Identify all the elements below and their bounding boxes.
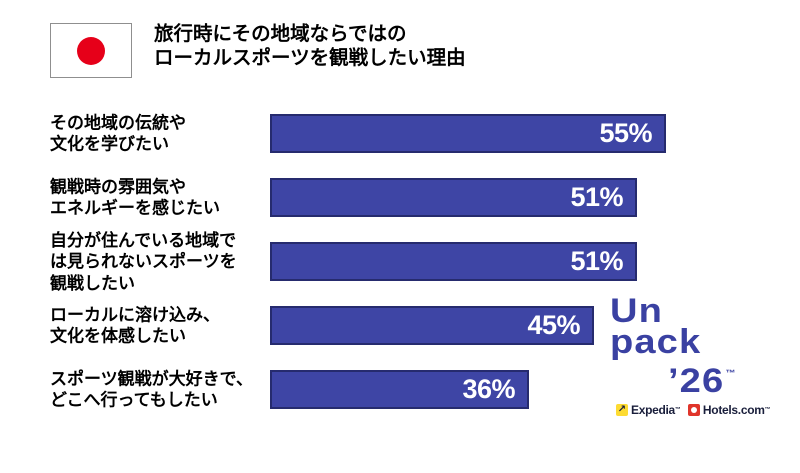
expedia-trademark: ™: [674, 406, 681, 413]
logo-line-pack: pack: [610, 323, 702, 361]
flag-red-circle: [77, 36, 105, 65]
hotels-com-wordmark: Hotels.com: [702, 402, 765, 417]
bar: 55%: [270, 114, 666, 153]
unpack-26-logo: Un pack ’26™: [610, 292, 736, 400]
category-label: 観戦時の雰囲気や エネルギーを感じたい: [50, 177, 220, 218]
category-label: ローカルに溶け込み、 文化を体感したい: [50, 305, 220, 346]
expedia-wordmark: Expedia: [631, 402, 675, 417]
logo-line-un: Un: [610, 292, 664, 330]
chart-title: 旅行時にその地域ならではの ローカルスポーツを観戦したい理由: [154, 22, 466, 70]
bar: 51%: [270, 178, 637, 217]
category-label: スポーツ観戦が大好きで、 どこへ行ってもしたい: [50, 369, 253, 410]
logo-year-text: ’26: [667, 362, 725, 400]
value-label: 45%: [527, 310, 580, 340]
chart-title-line-1: 旅行時にその地域ならではの: [154, 23, 407, 45]
logo-line-26: ’26™: [610, 358, 736, 400]
value-label: 51%: [570, 182, 623, 212]
bar: 45%: [270, 306, 594, 345]
expedia-arrow-icon: ↗: [616, 403, 628, 416]
hotels-com-icon: [687, 403, 700, 416]
bar: 51%: [270, 242, 637, 281]
bar: 36%: [270, 370, 529, 409]
hotels-icon-dot: [690, 406, 697, 413]
chart-title-line-2: ローカルスポーツを観戦したい理由: [154, 47, 466, 69]
category-label: その地域の伝統や 文化を学びたい: [50, 113, 186, 154]
trademark-symbol: ™: [725, 368, 736, 378]
hotels-com-trademark: ™: [764, 406, 771, 413]
japan-flag-icon: [50, 23, 132, 78]
category-label: 自分が住んでいる地域で は見られないスポーツを 観戦したい: [50, 230, 237, 293]
value-label: 51%: [570, 246, 623, 276]
value-label: 36%: [462, 374, 515, 404]
value-label: 55%: [599, 118, 652, 148]
expedia-arrow-glyph: ↗: [617, 403, 627, 415]
brand-logos: ↗ Expedia ™ Hotels.com ™: [616, 402, 771, 417]
